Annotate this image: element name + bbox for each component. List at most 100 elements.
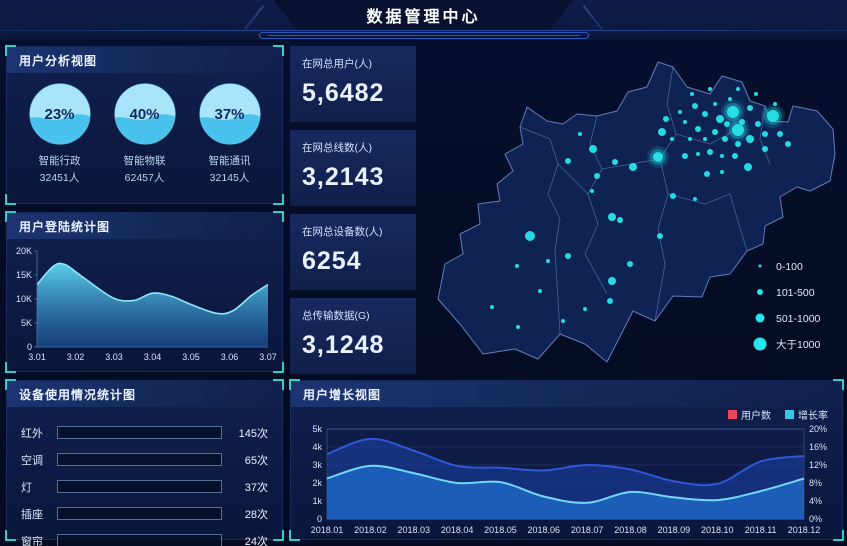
device-value: 37次 <box>244 481 268 494</box>
stat-card: 在网总设备数(人) 6254 <box>290 214 416 290</box>
growth-chart-legend: 用户数 增长率 <box>728 407 828 422</box>
panel-user-analysis: 用户分析视图 23% 智能行政 32451人 40 <box>5 45 284 205</box>
gauge-count: 32145人 <box>209 172 250 184</box>
gauge-count: 62457人 <box>124 172 165 184</box>
gauge-label: 智能通讯 <box>208 155 251 167</box>
svg-text:501-1000: 501-1000 <box>776 313 821 325</box>
svg-text:16%: 16% <box>809 442 827 452</box>
stat-card: 在网总线数(人) 3,2143 <box>290 130 416 206</box>
panel-title: 设备使用情况统计图 <box>19 387 137 402</box>
svg-text:2018.03: 2018.03 <box>397 525 430 535</box>
svg-text:8%: 8% <box>809 478 822 488</box>
corner-bracket-icon <box>833 530 844 541</box>
panel-title: 用户增长视图 <box>303 387 382 402</box>
svg-text:2018.02: 2018.02 <box>354 525 387 535</box>
liquid-gauge: 37% 智能通讯 32145人 <box>189 81 271 185</box>
panel-header: 用户增长视图 <box>291 381 842 407</box>
device-label: 红外 <box>21 427 43 440</box>
stat-label: 在网总用户(人) <box>302 58 372 70</box>
gauge-label: 智能行政 <box>38 155 81 167</box>
svg-text:3.02: 3.02 <box>67 352 85 362</box>
panel-user-growth: 用户增长视图 用户数 增长率 0 1k 2k 3k 4k 5k 0% 4% 8% 12% 16% 20… <box>289 379 844 541</box>
legend-item[interactable]: 用户数 <box>728 407 771 422</box>
device-bar-list: 红外 145次 空调 65次灯 37次 插座 28次 窗帘 24次 <box>7 407 282 546</box>
liquid-gauge: 23% 智能行政 32451人 <box>19 81 101 185</box>
device-value: 24次 <box>244 535 268 546</box>
svg-text:10K: 10K <box>16 294 32 304</box>
panel-device-usage: 设备使用情况统计图 红外 145次 空调 65次灯 37次 插座 28次 窗帘 24次 <box>5 379 284 546</box>
corner-bracket-icon <box>273 211 284 222</box>
svg-text:0: 0 <box>27 342 32 352</box>
stat-card: 在网总用户(人) 5,6482 <box>290 46 416 122</box>
stat-label: 总传输数据(G) <box>302 310 370 322</box>
gauge-row: 23% 智能行政 32451人 40% 智能物联 62457人 <box>7 73 282 185</box>
title-underline-decoration <box>258 32 589 39</box>
stat-value: 3,1248 <box>302 331 385 359</box>
stat-label: 在网总设备数(人) <box>302 226 383 238</box>
region-bubble-map: 0-100 101-500 501-1000 大于1000 <box>420 44 847 376</box>
legend-item[interactable]: 增长率 <box>785 407 828 422</box>
panel-header: 用户登陆统计图 <box>7 213 282 239</box>
gauge-percent: 40% <box>129 105 160 123</box>
growth-line-chart: 0 1k 2k 3k 4k 5k 0% 4% 8% 12% 16% 20% 2018.01 2018.02… <box>311 424 827 535</box>
svg-text:3.01: 3.01 <box>28 352 46 362</box>
device-bar-track <box>57 507 222 520</box>
svg-text:15K: 15K <box>16 270 32 280</box>
device-bar-track <box>57 453 222 466</box>
gauge-label: 智能物联 <box>123 155 166 167</box>
svg-text:2018.01: 2018.01 <box>311 525 344 535</box>
stat-card: 总传输数据(G) 3,1248 <box>290 298 416 374</box>
svg-text:2018.07: 2018.07 <box>571 525 604 535</box>
device-bar-row: 空调 65次 <box>21 446 268 473</box>
device-bar-track <box>57 426 222 439</box>
svg-text:2018.09: 2018.09 <box>658 525 691 535</box>
corner-bracket-icon <box>289 530 300 541</box>
svg-text:1k: 1k <box>312 496 322 506</box>
svg-text:5K: 5K <box>21 318 32 328</box>
corner-bracket-icon <box>5 530 16 541</box>
corner-bracket-icon <box>273 362 284 373</box>
device-label: 灯 <box>21 481 32 494</box>
corner-bracket-icon <box>833 379 844 390</box>
device-value: 65次 <box>244 454 268 467</box>
svg-text:0%: 0% <box>809 514 822 524</box>
corner-bracket-icon <box>273 194 284 205</box>
device-bar-track <box>57 534 222 546</box>
corner-bracket-icon <box>289 379 300 390</box>
panel-header: 用户分析视图 <box>7 47 282 73</box>
svg-text:2018.04: 2018.04 <box>441 525 474 535</box>
svg-text:12%: 12% <box>809 460 827 470</box>
device-value: 145次 <box>238 427 268 440</box>
header-bar: 数据管理中心 <box>0 0 847 40</box>
header-diagonal-left <box>241 4 265 34</box>
title-banner: 数据管理中心 <box>274 0 574 30</box>
login-area-chart: 0 5K 10K 15K 20K 3.01 3.02 3.03 3.04 3.05 3.06 3.07 <box>16 246 277 362</box>
svg-text:3.05: 3.05 <box>182 352 200 362</box>
page-title: 数据管理中心 <box>366 9 481 26</box>
svg-text:2018.06: 2018.06 <box>528 525 561 535</box>
device-label: 窗帘 <box>21 535 43 546</box>
stat-value: 5,6482 <box>302 79 385 107</box>
device-label: 插座 <box>21 508 43 521</box>
header-divider <box>0 30 847 31</box>
legend-label: 用户数 <box>741 411 771 422</box>
device-bar-track <box>57 480 222 493</box>
svg-text:20%: 20% <box>809 424 827 434</box>
panel-title: 用户登陆统计图 <box>19 219 111 234</box>
svg-text:3.04: 3.04 <box>144 352 162 362</box>
svg-text:2018.08: 2018.08 <box>614 525 647 535</box>
device-bar-row: 插座 28次 <box>21 500 268 527</box>
corner-bracket-icon <box>5 211 16 222</box>
gauge-percent: 37% <box>214 105 245 123</box>
corner-bracket-icon <box>5 379 16 390</box>
svg-text:101-500: 101-500 <box>776 287 815 299</box>
svg-text:2018.05: 2018.05 <box>484 525 517 535</box>
gauge-percent: 23% <box>44 105 75 123</box>
corner-bracket-icon <box>273 45 284 56</box>
gauge-circle-icon <box>28 83 91 145</box>
svg-text:3.03: 3.03 <box>105 352 123 362</box>
corner-bracket-icon <box>273 379 284 390</box>
svg-text:0: 0 <box>317 514 322 524</box>
device-bar-row: 窗帘 24次 <box>21 527 268 546</box>
